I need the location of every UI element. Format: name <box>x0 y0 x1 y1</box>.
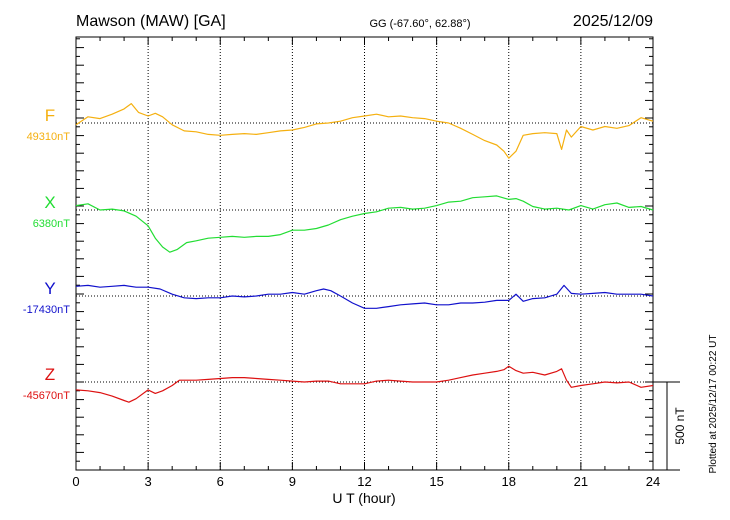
baseline-label-y: -17430nT <box>23 304 70 316</box>
series-line-f <box>75 103 654 159</box>
scale-bar-label: 500 nT <box>673 407 687 445</box>
x-tick-label: 15 <box>429 474 443 489</box>
baseline-label-f: 49310nT <box>27 131 71 143</box>
x-tick-label: 6 <box>217 474 224 489</box>
grid-layer <box>76 37 653 470</box>
series-name-z: Z <box>45 365 55 384</box>
series-line-y <box>75 284 654 309</box>
baseline-label-x: 6380nT <box>33 218 71 230</box>
series-name-x: X <box>44 193 55 212</box>
series-line-x <box>75 195 654 253</box>
series-name-f: F <box>45 106 55 125</box>
date-label: 2025/12/09 <box>573 13 653 30</box>
x-tick-label: 0 <box>72 474 79 489</box>
x-tick-label: 21 <box>574 474 588 489</box>
x-tick-label: 3 <box>145 474 152 489</box>
x-tick-label: 9 <box>289 474 296 489</box>
series-layer: F 49310nT X 6380nT Y -17430nT Z -45670nT <box>23 103 654 403</box>
x-tick-label: 24 <box>646 474 660 489</box>
series-name-y: Y <box>44 279 55 298</box>
coordinates-label: GG (-67.60°, 62.88°) <box>369 18 470 30</box>
x-tick-label: 12 <box>357 474 371 489</box>
tick-layer <box>75 37 654 471</box>
series-line-z <box>75 365 654 403</box>
scale-bar: 500 nT <box>653 381 687 471</box>
plotted-at-note: Plotted at 2025/12/17 00:22 UT <box>708 335 719 474</box>
x-tick-label: 18 <box>502 474 516 489</box>
baseline-label-z: -45670nT <box>23 390 70 402</box>
chart-title: Mawson (MAW) [GA] <box>76 13 226 30</box>
x-axis-label: U T (hour) <box>332 490 395 506</box>
x-tick-labels: 0 3 6 9 12 15 18 21 24 <box>72 474 660 489</box>
